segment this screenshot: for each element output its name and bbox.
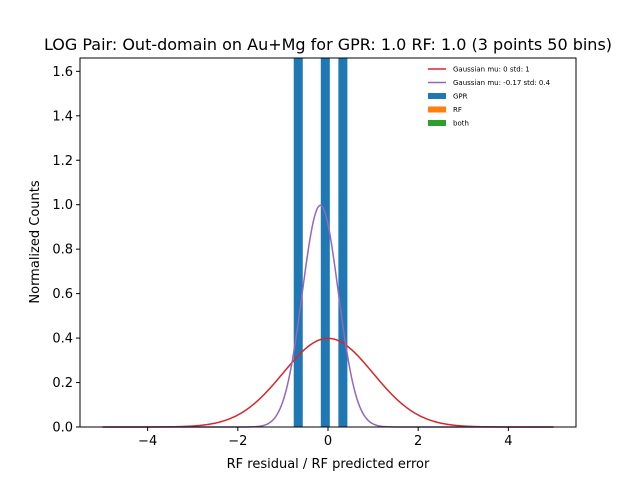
x-tick-label-4: 4 — [504, 434, 512, 449]
legend-label-both: both — [453, 120, 469, 128]
y-tick-label-6: 1.2 — [52, 154, 73, 169]
x-tick-label-2: 0 — [324, 434, 332, 449]
y-axis-label: Normalized Counts — [28, 180, 43, 303]
legend-label-curve-1: Gaussian mu: -0.17 std: 0.4 — [453, 79, 551, 87]
hist-bar-gpr-0 — [293, 58, 303, 427]
legend-swatch-rf — [428, 106, 446, 113]
y-tick-label-1: 0.2 — [52, 376, 73, 391]
hist-bar-gpr-1 — [320, 58, 330, 427]
legend-label-rf: RF — [453, 106, 462, 114]
hist-bar-gpr-2 — [338, 58, 348, 427]
y-tick-label-7: 1.4 — [52, 109, 73, 124]
y-tick-label-8: 1.6 — [52, 65, 73, 80]
legend-swatch-gpr — [428, 93, 446, 99]
plot-area — [102, 58, 554, 428]
legend: Gaussian mu: 0 std: 1 Gaussian mu: -0.17 … — [428, 66, 551, 128]
legend-label-curve-0: Gaussian mu: 0 std: 1 — [453, 66, 530, 74]
x-tick-label-0: −4 — [138, 434, 157, 449]
legend-label-gpr: GPR — [453, 93, 468, 101]
legend-swatch-both — [428, 120, 446, 126]
x-axis-label: RF residual / RF predicted error — [227, 457, 430, 472]
y-tick-label-4: 0.8 — [52, 243, 73, 258]
axis-ticks: −4 −2 0 2 4 0.0 0.2 0.4 0.6 0.8 1.0 1.2 1.4 1.6 — [52, 65, 512, 449]
y-tick-label-3: 0.6 — [52, 287, 73, 302]
x-tick-label-3: 2 — [414, 434, 422, 449]
y-tick-label-5: 1.0 — [52, 198, 73, 213]
x-tick-label-1: −2 — [228, 434, 247, 449]
chart-title: LOG Pair: Out-domain on Au+Mg for GPR: 1… — [44, 35, 612, 54]
y-tick-label-2: 0.4 — [52, 332, 73, 347]
y-tick-label-0: 0.0 — [52, 421, 73, 436]
